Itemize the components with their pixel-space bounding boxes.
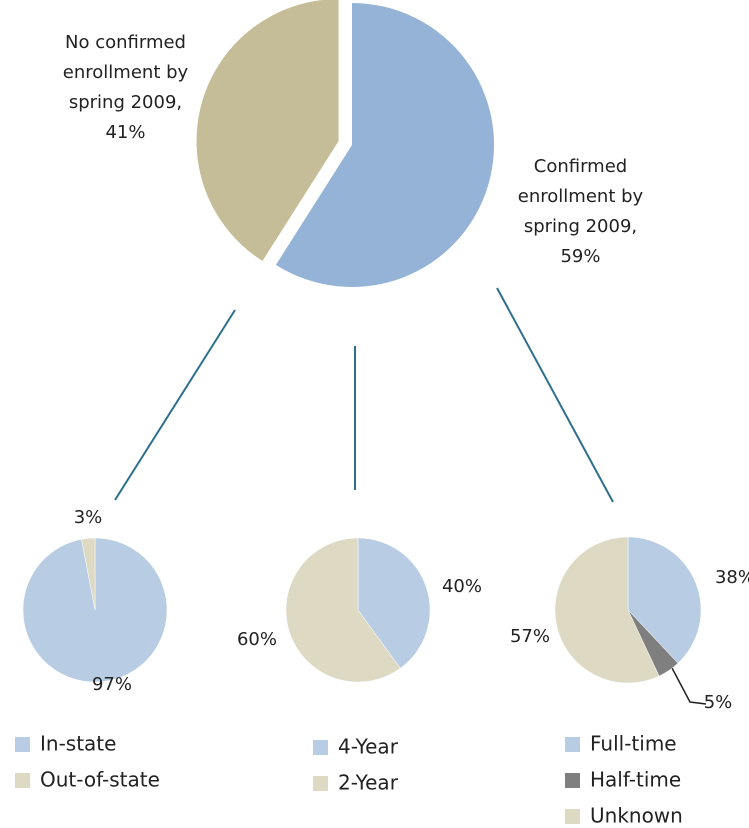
legend-swatch bbox=[565, 773, 580, 788]
legend-swatch bbox=[313, 740, 328, 755]
data-label: No confirmed enrollment by spring 2009, … bbox=[38, 28, 213, 148]
data-label: 57% bbox=[510, 626, 550, 647]
connectors bbox=[114, 287, 614, 503]
legend-label: Full-time bbox=[590, 732, 677, 756]
category-label: Confirmed enrollment by spring 2009, bbox=[517, 156, 644, 237]
data-label: 5% bbox=[704, 692, 733, 713]
legend-swatch bbox=[565, 809, 580, 824]
pie-slice bbox=[627, 536, 702, 664]
data-label: 38% bbox=[715, 567, 749, 588]
data-label: 60% bbox=[237, 629, 277, 650]
legend-swatch bbox=[313, 776, 328, 791]
data-label: 40% bbox=[442, 576, 482, 597]
data-label: 3% bbox=[74, 507, 103, 528]
legend-swatch bbox=[15, 737, 30, 752]
leader-line bbox=[671, 667, 707, 705]
pie-slice bbox=[285, 537, 401, 683]
pie-slice bbox=[196, 0, 339, 261]
pie-slice bbox=[81, 537, 96, 611]
value-label: 41% bbox=[105, 122, 146, 143]
connector bbox=[496, 287, 614, 503]
data-label: 97% bbox=[92, 674, 132, 695]
value-label: 59% bbox=[560, 246, 601, 267]
data-label: Confirmed enrollment by spring 2009, 59% bbox=[493, 152, 668, 272]
legend-label: Out-of-state bbox=[40, 768, 160, 792]
legend-label: 4-Year bbox=[338, 735, 399, 759]
pie-slice bbox=[357, 537, 431, 669]
legend-label: 2-Year bbox=[338, 771, 399, 795]
connector bbox=[114, 309, 236, 501]
category-label: No confirmed enrollment by spring 2009, bbox=[62, 32, 189, 113]
legend-label: In-state bbox=[40, 732, 116, 756]
pie-slice bbox=[554, 536, 660, 684]
legend-swatch bbox=[15, 773, 30, 788]
pie-slice bbox=[275, 3, 494, 287]
legend-label: Unknown bbox=[590, 804, 683, 828]
legend-swatch bbox=[565, 737, 580, 752]
legend-label: Half-time bbox=[590, 768, 681, 792]
